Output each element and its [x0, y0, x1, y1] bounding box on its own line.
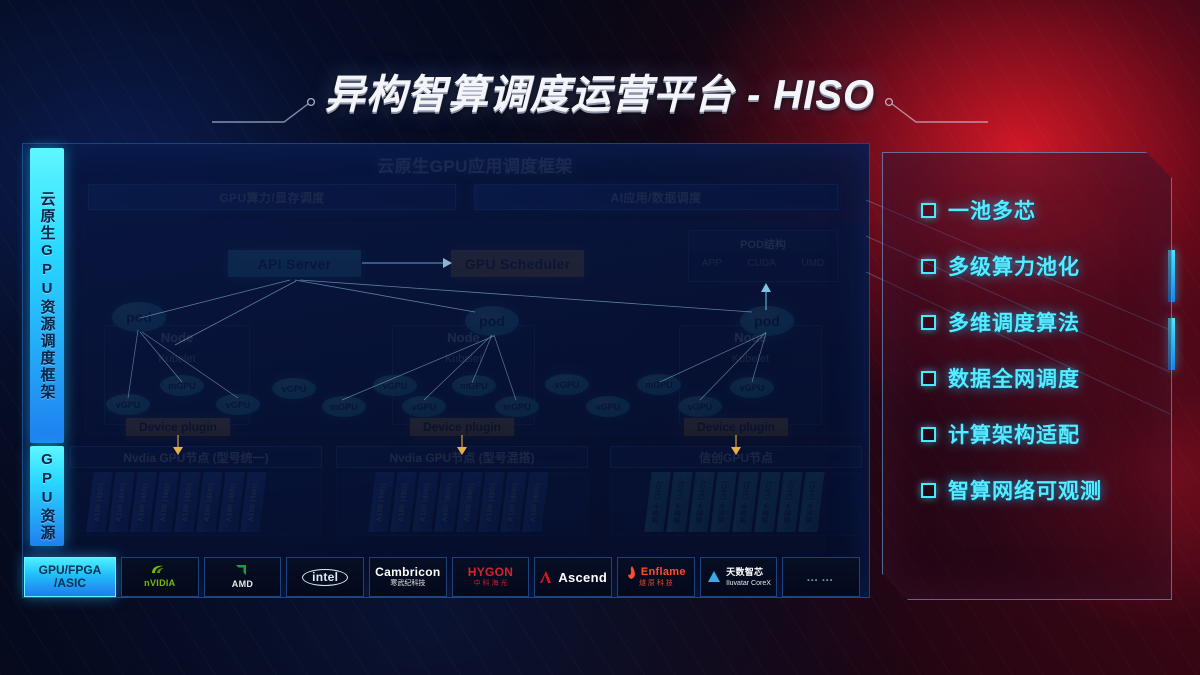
header-right-decoration: [878, 98, 988, 126]
vendor-iluvatar-label: 天数智芯: [726, 567, 764, 577]
checkbox-icon: [921, 259, 936, 274]
page-title: 异构智算调度运营平台 - HISO: [0, 62, 1200, 120]
vendor-ascend[interactable]: Ascend: [534, 557, 613, 597]
highlight-item-6[interactable]: 智算网络可观测: [921, 475, 1173, 505]
vendor-amd[interactable]: AMD: [203, 557, 282, 597]
highlight-item-1[interactable]: 一池多芯: [921, 195, 1173, 225]
slide-header: 异构智算调度运营平台 - HISO: [0, 62, 1200, 134]
checkbox-icon: [921, 203, 936, 218]
highlight-label-4: 数据全网调度: [948, 368, 1080, 391]
architecture-panel: [22, 143, 870, 598]
vendor-strip: GPU/FPGA /ASIC nVIDIA AMD intel Cambrico…: [24, 557, 861, 597]
vendor-ascend-label: Ascend: [558, 569, 608, 585]
vendor-enflame[interactable]: Enflame 燧 原 科 技: [617, 557, 695, 597]
amd-logo-icon: [235, 564, 246, 575]
highlight-item-2[interactable]: 多级算力池化: [921, 251, 1173, 281]
header-left-decoration: [212, 98, 322, 126]
highlight-item-3[interactable]: 多维调度算法: [921, 307, 1173, 337]
highlight-label-6: 智算网络可观测: [948, 480, 1102, 503]
highlight-label-1: 一池多芯: [948, 200, 1036, 223]
vendor-category-chip: GPU/FPGA /ASIC: [24, 557, 116, 597]
rail-label-framework: 云原生GPU资源调度框架: [30, 148, 64, 443]
enflame-logo-icon: [628, 566, 635, 579]
vendor-hygon-sublabel: 中 科 海 光: [473, 580, 508, 587]
highlights-panel: 一池多芯 多级算力池化 多维调度算法 数据全网调度 计算架构适配 智算网络可观测: [882, 152, 1172, 600]
vendor-enflame-label: Enflame: [640, 566, 686, 578]
vendor-category-line1: GPU/FPGA: [38, 563, 102, 577]
vendor-intel-label: intel: [302, 568, 349, 586]
checkbox-icon: [921, 371, 936, 386]
vendor-amd-label: AMD: [231, 578, 254, 589]
nvidia-logo-icon: [151, 565, 164, 573]
vendor-cambricon[interactable]: Cambricon 寒武纪科技: [369, 557, 447, 597]
checkbox-icon: [921, 483, 936, 498]
vendor-nvidia[interactable]: nVIDIA: [121, 557, 199, 597]
highlight-item-4[interactable]: 数据全网调度: [921, 363, 1173, 393]
vendor-more[interactable]: ……: [782, 557, 861, 597]
highlight-item-5[interactable]: 计算架构适配: [921, 419, 1173, 449]
ascend-logo-icon: [540, 570, 552, 583]
iluvatar-logo-icon: [708, 571, 721, 582]
vendor-iluvatar[interactable]: 天数智芯 Iluvatar CoreX: [699, 557, 778, 597]
rail-label-gpu-resource: GPU资源: [30, 446, 64, 546]
vendor-category-line2: /ASIC: [53, 576, 86, 590]
vendor-cambricon-sublabel: 寒武纪科技: [390, 580, 426, 587]
checkbox-icon: [921, 427, 936, 442]
highlight-label-2: 多级算力池化: [948, 256, 1080, 279]
highlights-list: 一池多芯 多级算力池化 多维调度算法 数据全网调度 计算架构适配 智算网络可观测: [883, 153, 1173, 601]
vendor-enflame-sublabel: 燧 原 科 技: [638, 580, 673, 587]
vendor-cambricon-label: Cambricon: [375, 565, 441, 579]
vendor-intel[interactable]: intel: [286, 557, 365, 597]
vendor-nvidia-label: nVIDIA: [144, 578, 176, 588]
vendor-more-label: ……: [806, 569, 837, 584]
highlight-label-3: 多维调度算法: [948, 312, 1080, 335]
checkbox-icon: [921, 315, 936, 330]
vendor-hygon-label: HYGON: [467, 565, 514, 579]
vendor-hygon[interactable]: HYGON 中 科 海 光: [451, 557, 530, 597]
vendor-iluvatar-sublabel: Iluvatar CoreX: [726, 580, 771, 587]
highlight-label-5: 计算架构适配: [948, 424, 1080, 447]
